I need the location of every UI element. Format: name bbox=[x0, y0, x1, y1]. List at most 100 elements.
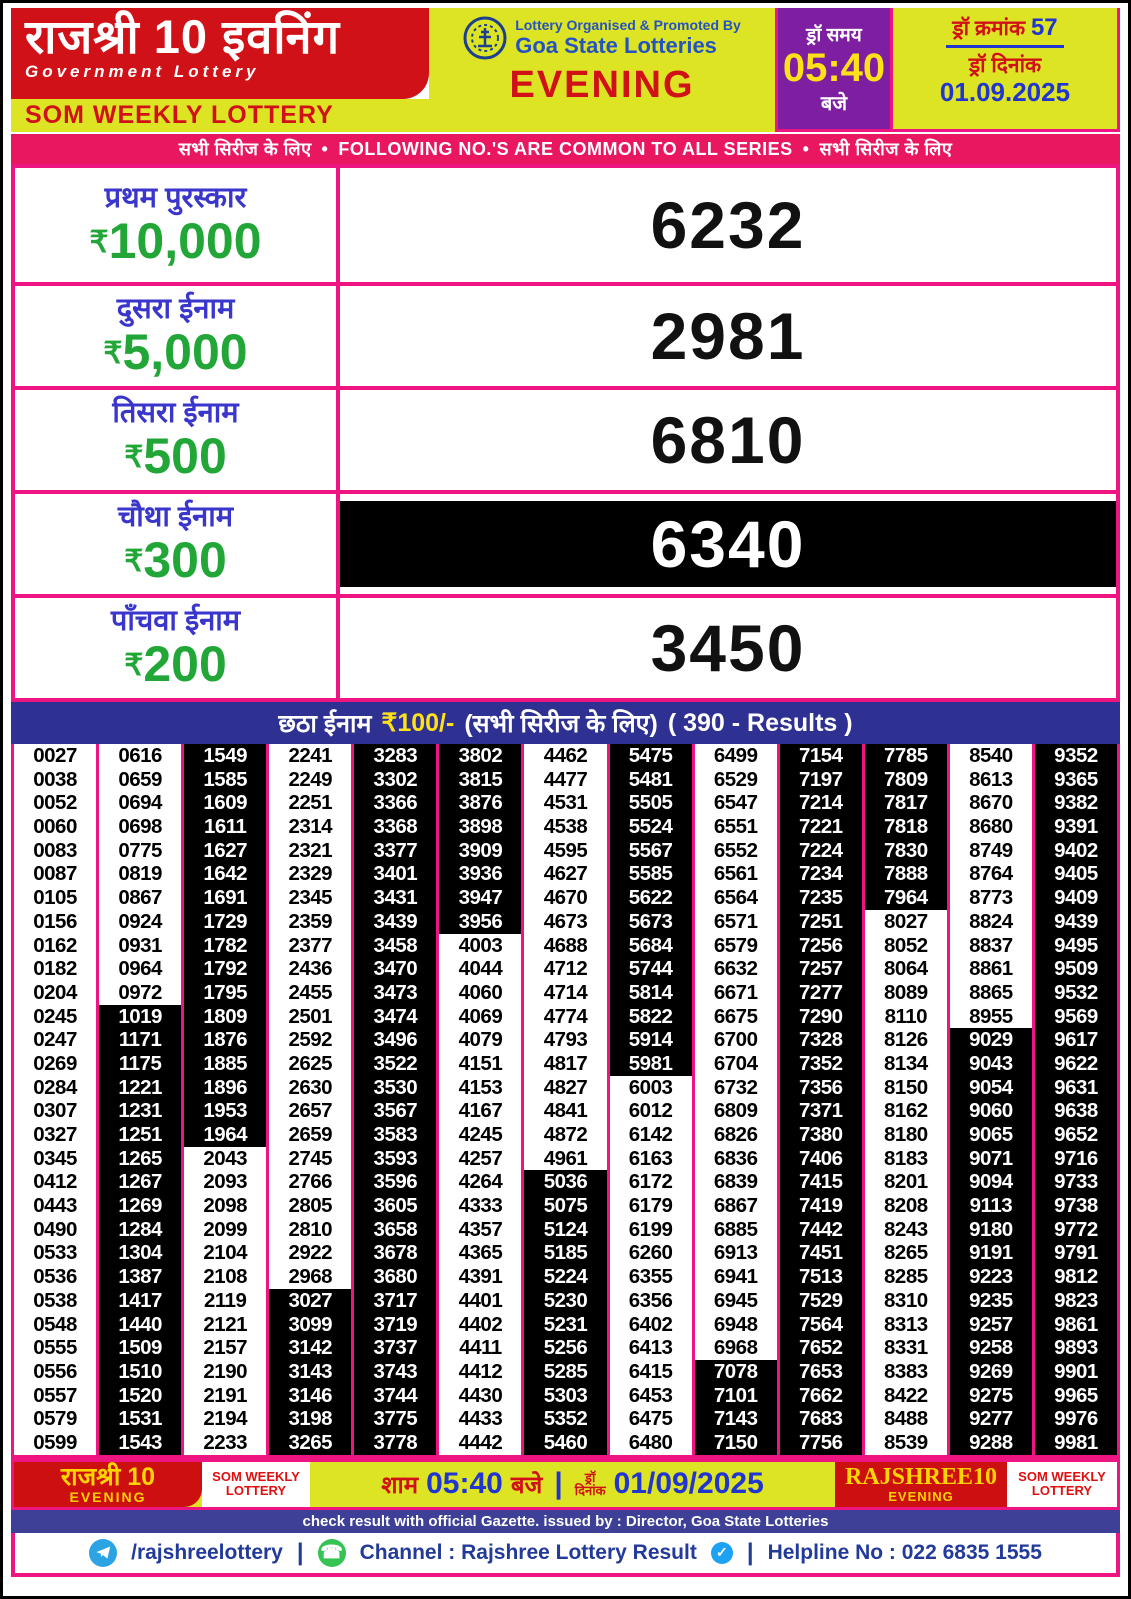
result-number: 3775 bbox=[354, 1407, 437, 1431]
result-number: 9532 bbox=[1034, 980, 1118, 1005]
result-number: 2251 bbox=[288, 791, 333, 815]
result-number: 6003 bbox=[628, 1075, 673, 1099]
result-number: 7234 bbox=[779, 862, 862, 887]
result-number: 4774 bbox=[543, 1004, 588, 1028]
result-number: 7380 bbox=[779, 1123, 862, 1147]
result-number: 0536 bbox=[33, 1265, 77, 1289]
prize-2-label: दुसरा ईनाम bbox=[116, 293, 235, 325]
draw-time-suffix: बजे bbox=[820, 93, 848, 115]
result-number: 1175 bbox=[99, 1051, 182, 1076]
result-number: 1267 bbox=[99, 1170, 182, 1195]
result-number: 1609 bbox=[184, 791, 267, 816]
result-number: 6179 bbox=[628, 1194, 673, 1218]
result-number: 6968 bbox=[713, 1336, 758, 1360]
result-number: 0327 bbox=[33, 1123, 77, 1146]
result-number: 9391 bbox=[1034, 815, 1118, 839]
result-number: 3198 bbox=[269, 1407, 352, 1431]
result-number: 9861 bbox=[1034, 1312, 1118, 1337]
prize-1-winning-number: 6232 bbox=[650, 188, 806, 262]
result-number: 2968 bbox=[288, 1265, 333, 1289]
result-number: 7888 bbox=[864, 862, 947, 887]
result-number: 0557 bbox=[33, 1383, 77, 1407]
result-number: 7078 bbox=[694, 1359, 777, 1384]
footer-brand-right: RAJSHREE10 EVENING bbox=[835, 1461, 1007, 1507]
result-number: 9409 bbox=[1034, 886, 1118, 910]
draw-time-value: 05:40 bbox=[782, 46, 886, 90]
result-number: 8383 bbox=[884, 1359, 928, 1383]
prize-5-amount: ₹200 bbox=[124, 636, 227, 692]
result-number: 2625 bbox=[288, 1051, 333, 1075]
result-number: 9288 bbox=[949, 1430, 1032, 1455]
result-number: 7785 bbox=[864, 744, 947, 768]
result-number: 5352 bbox=[524, 1407, 607, 1431]
result-number: 3473 bbox=[354, 980, 437, 1005]
result-number: 8183 bbox=[884, 1146, 928, 1170]
footer-date: 01/09/2025 bbox=[613, 1467, 764, 1501]
result-number: 9065 bbox=[949, 1123, 1032, 1147]
result-number: 6480 bbox=[628, 1430, 673, 1454]
result-number: 2922 bbox=[288, 1241, 333, 1265]
result-number: 8162 bbox=[884, 1099, 928, 1123]
result-number: 7406 bbox=[779, 1146, 862, 1171]
result-number: 1964 bbox=[184, 1123, 267, 1147]
result-number: 3778 bbox=[354, 1430, 437, 1455]
result-number: 4245 bbox=[458, 1123, 503, 1146]
result-number: 6552 bbox=[713, 838, 758, 862]
telegram-handle[interactable]: /rajshreelottery bbox=[131, 1540, 283, 1564]
result-number: 0204 bbox=[33, 980, 77, 1004]
result-number: 4961 bbox=[543, 1146, 588, 1170]
result-number: 3719 bbox=[354, 1312, 437, 1337]
result-number: 9631 bbox=[1034, 1075, 1118, 1100]
result-number: 9716 bbox=[1034, 1146, 1118, 1171]
result-number: 2810 bbox=[288, 1217, 333, 1241]
result-number: 8540 bbox=[969, 744, 1013, 767]
results-column-10: 7154 7197 7214 7221 7224 7234 7235 7251 7256 7257… bbox=[779, 744, 865, 1455]
result-number: 7214 bbox=[779, 791, 862, 816]
result-number: 2501 bbox=[288, 1004, 333, 1028]
result-number: 7290 bbox=[779, 1004, 862, 1029]
weekly-lottery-label: SOM WEEKLY LOTTERY bbox=[11, 99, 429, 132]
result-number: 8773 bbox=[969, 886, 1013, 910]
result-number: 1417 bbox=[99, 1288, 182, 1313]
result-number: 8837 bbox=[969, 933, 1013, 957]
result-number: 8208 bbox=[884, 1194, 928, 1218]
result-number: 9382 bbox=[1034, 791, 1118, 816]
result-number: 3522 bbox=[354, 1051, 437, 1076]
prize-row-3: तिसरा ईनाम ₹500 6810 bbox=[15, 386, 1116, 490]
result-number: 9733 bbox=[1034, 1170, 1118, 1195]
result-number: 7830 bbox=[864, 838, 947, 863]
result-number: 1782 bbox=[184, 933, 267, 958]
result-number: 7143 bbox=[694, 1407, 777, 1431]
result-number: 2359 bbox=[288, 909, 333, 933]
result-number: 0931 bbox=[118, 933, 162, 957]
draw-number-line: ड्रॉ क्रमांक 57 bbox=[946, 14, 1064, 48]
result-number: 4430 bbox=[458, 1383, 503, 1407]
result-number: 9823 bbox=[1034, 1288, 1118, 1313]
result-number: 8089 bbox=[884, 980, 928, 1004]
result-number: 4044 bbox=[458, 957, 503, 981]
draw-date-value: 01.09.2025 bbox=[939, 77, 1071, 107]
contact-bar: /rajshreelottery | ☎ Channel : Rajshree … bbox=[11, 1532, 1120, 1577]
result-number: 7371 bbox=[779, 1099, 862, 1123]
result-number: 4079 bbox=[458, 1028, 503, 1052]
result-number: 8613 bbox=[969, 767, 1013, 791]
lottery-title: राजश्री 10 इवनिंग bbox=[25, 10, 341, 63]
result-number: 0599 bbox=[33, 1430, 77, 1454]
result-number: 2329 bbox=[288, 862, 333, 886]
results-column-8: 5475 5481 5505 5524 5567 5585 5622 5673 5684 5744… bbox=[609, 744, 695, 1455]
rupee-symbol: ₹ bbox=[89, 226, 109, 259]
result-number: 9439 bbox=[1034, 909, 1118, 934]
result-number: 1543 bbox=[99, 1430, 182, 1455]
result-number: 5622 bbox=[609, 886, 692, 910]
result-number: 1795 bbox=[184, 980, 267, 1005]
result-number: 1251 bbox=[99, 1123, 182, 1147]
sixth-prize-label: छठा ईनाम bbox=[278, 710, 372, 738]
whatsapp-channel[interactable]: Channel : Rajshree Lottery Result bbox=[359, 1540, 697, 1564]
result-number: 1585 bbox=[184, 767, 267, 792]
result-number: 9652 bbox=[1034, 1123, 1118, 1147]
result-number: 1269 bbox=[99, 1194, 182, 1218]
result-number: 5567 bbox=[609, 838, 692, 863]
result-number: 2805 bbox=[288, 1194, 333, 1218]
result-number: 6260 bbox=[628, 1241, 673, 1265]
result-number: 6867 bbox=[713, 1194, 758, 1218]
